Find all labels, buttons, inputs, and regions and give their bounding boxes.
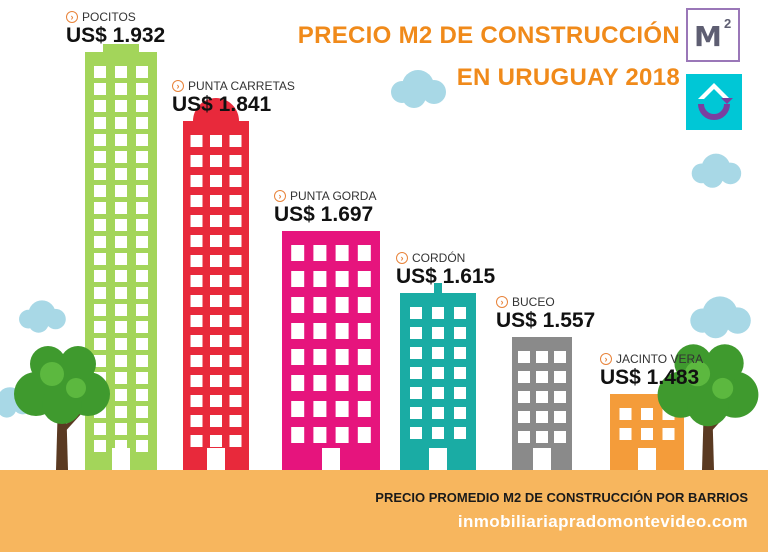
bar-label: › JACINTO VERA US$ 1.483 [600,352,703,390]
bar-label: › PUNTA GORDA US$ 1.697 [274,189,376,227]
bar-punta-carretas [183,98,249,472]
bar-label: › CORDÓN US$ 1.615 [396,251,495,289]
value-label: US$ 1.841 [172,93,272,116]
value-label: US$ 1.483 [600,366,700,389]
category-label: JACINTO VERA [616,352,704,366]
bar-cordón [400,283,476,472]
category-label-row: › POCITOS [66,10,165,24]
bar-pocitos [85,44,157,472]
ground-strip [0,470,768,552]
value-label: US$ 1.697 [274,203,374,226]
value-label: US$ 1.615 [396,265,496,288]
value-label: US$ 1.557 [496,309,596,332]
footer-website: inmobiliariapradomontevideo.com [457,512,748,531]
category-label: BUCEO [512,295,555,309]
m2-logo: M 2 [686,8,740,62]
tree [657,344,759,470]
chevron-right-icon: › [66,11,78,23]
bar-body [400,293,476,472]
cloud [691,153,742,188]
cloud [391,70,446,108]
cloud [690,296,751,339]
trees [14,344,759,470]
chevron-right-icon: › [172,80,184,92]
chevron-right-icon: › [396,252,408,264]
chart-title-line-1: PRECIO M2 DE CONSTRUCCIÓN [297,22,680,49]
category-label-row: › CORDÓN [396,251,495,265]
clouds [0,70,751,418]
chevron-right-icon: › [496,296,508,308]
category-label-row: › JACINTO VERA [600,352,703,366]
bar-buceo [512,337,572,472]
chart-title-line-2: EN URUGUAY 2018 [456,64,680,91]
bar-label: › POCITOS US$ 1.932 [66,10,165,48]
category-label: CORDÓN [412,251,466,265]
home-arrow-icon [698,83,733,120]
category-label: PUNTA CARRETAS [188,79,295,93]
category-label-row: › PUNTA CARRETAS [172,79,295,93]
tree [14,346,110,470]
cloud [19,300,66,333]
category-label: PUNTA GORDA [290,189,377,203]
m2-logo-letter: M [694,20,722,53]
chevron-right-icon: › [274,190,286,202]
bar-punta-gorda [282,231,380,472]
value-label: US$ 1.932 [66,24,166,47]
m2-logo-superscript: 2 [724,16,732,31]
category-label-row: › BUCEO [496,295,595,309]
category-label: POCITOS [82,10,136,24]
chevron-right-icon: › [600,353,612,365]
bar-label: › BUCEO US$ 1.557 [496,295,595,333]
footer-subtitle: PRECIO PROMEDIO M2 DE CONSTRUCCIÓN POR B… [375,490,748,505]
bar-label: › PUNTA CARRETAS US$ 1.841 [172,79,295,117]
home-arrow-logo [686,74,742,130]
category-label-row: › PUNTA GORDA [274,189,376,203]
